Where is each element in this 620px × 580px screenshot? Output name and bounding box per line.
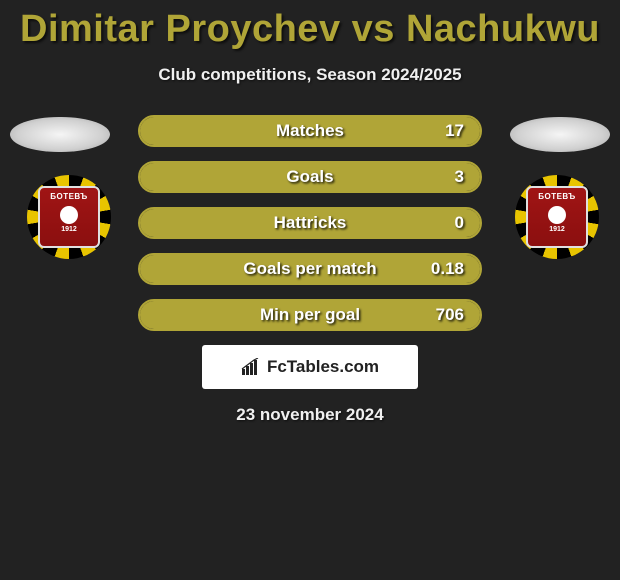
club-logo-stripes: БОТЕВЪ 1912 [515,175,599,259]
stat-row-matches: Matches 17 [138,115,482,147]
stats-table: Matches 17 Goals 3 Hattricks 0 Goals per… [138,113,482,331]
club-logo-stripes: БОТЕВЪ 1912 [27,175,111,259]
stat-right-value: 17 [414,121,464,141]
stat-right-value: 0 [414,213,464,233]
club-logo-shield: БОТЕВЪ 1912 [38,186,100,248]
bar-chart-icon [241,358,261,376]
club-logo-name: БОТЕВЪ [538,192,576,201]
stat-label: Goals [206,167,414,187]
subtitle: Club competitions, Season 2024/2025 [0,65,620,85]
club-logo-name: БОТЕВЪ [50,192,88,201]
football-icon [60,206,78,224]
page-title: Dimitar Proychev vs Nachukwu [0,0,620,51]
stat-row-goals-per-match: Goals per match 0.18 [138,253,482,285]
player-left-avatar-placeholder [10,117,110,152]
content-region: БОТЕВЪ 1912 БОТЕВЪ 1912 Matches 17 Goals… [0,113,620,425]
stat-row-min-per-goal: Min per goal 706 [138,299,482,331]
stat-row-hattricks: Hattricks 0 [138,207,482,239]
stat-label: Hattricks [206,213,414,233]
brand-watermark: FcTables.com [202,345,418,389]
brand-text: FcTables.com [267,357,379,377]
player-right-avatar-placeholder [510,117,610,152]
stat-right-value: 3 [414,167,464,187]
stat-label: Min per goal [206,305,414,325]
club-logo-year: 1912 [61,226,77,233]
stat-label: Matches [206,121,414,141]
stat-label: Goals per match [206,259,414,279]
club-logo-right: БОТЕВЪ 1912 [513,173,601,261]
stat-right-value: 0.18 [414,259,464,279]
football-icon [548,206,566,224]
stat-row-goals: Goals 3 [138,161,482,193]
stat-right-value: 706 [414,305,464,325]
club-logo-shield: БОТЕВЪ 1912 [526,186,588,248]
club-logo-left: БОТЕВЪ 1912 [25,173,113,261]
date-text: 23 november 2024 [0,405,620,425]
club-logo-year: 1912 [549,226,565,233]
